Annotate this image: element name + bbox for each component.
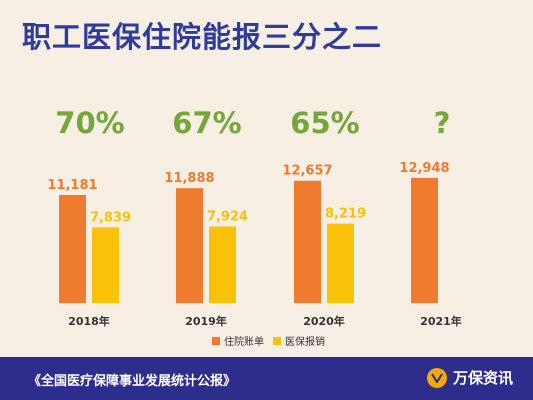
legend-swatch-0	[212, 337, 220, 345]
bar-hospital-bill-3	[411, 177, 438, 303]
legend-swatch-1	[273, 337, 281, 345]
footer-bar: 《全国医疗保障事业发展统计公报》 万保资讯	[0, 357, 533, 400]
x-tick-label-1: 2019年	[185, 314, 227, 328]
bar-reimbursed-1	[209, 226, 236, 303]
ratio-2020: 65%	[290, 106, 360, 140]
legend-label-1: 医保报销	[285, 335, 325, 348]
legend-label-0: 住院账单	[224, 335, 264, 348]
data-label-hospital-bill-1: 11,888	[164, 171, 214, 186]
x-tick-label-3: 2021年	[420, 314, 462, 328]
data-label-reimbursed-0: 7,839	[90, 210, 131, 225]
data-label-hospital-bill-2: 12,657	[282, 164, 332, 179]
source-citation: 《全国医疗保障事业发展统计公报》	[28, 374, 237, 389]
bar-hospital-bill-2	[294, 180, 321, 303]
page-title: 职工医保住院能报三分之二	[22, 20, 383, 54]
bar-hospital-bill-0	[59, 195, 86, 303]
brand-logo-icon	[426, 367, 447, 388]
ratio-2021: ?	[433, 106, 451, 140]
data-label-reimbursed-2: 8,219	[325, 207, 366, 222]
ratio-2018: 70%	[55, 106, 125, 140]
bar-hospital-bill-1	[176, 188, 203, 303]
ratio-2019: 67%	[172, 106, 242, 140]
bar-reimbursed-2	[327, 223, 354, 303]
data-label-hospital-bill-3: 12,948	[399, 161, 449, 176]
data-label-hospital-bill-0: 11,181	[47, 178, 97, 193]
bar-chart: 11,181 7,839 2018年 11,888 7,924 2019年 12,657 8,…	[47, 161, 462, 348]
x-tick-label-0: 2018年	[68, 314, 110, 328]
bar-reimbursed-0	[92, 227, 119, 303]
data-label-reimbursed-1: 7,924	[207, 209, 248, 224]
brand: 万保资讯	[426, 367, 513, 388]
brand-name: 万保资讯	[452, 369, 513, 387]
x-tick-label-2: 2020年	[303, 314, 345, 328]
